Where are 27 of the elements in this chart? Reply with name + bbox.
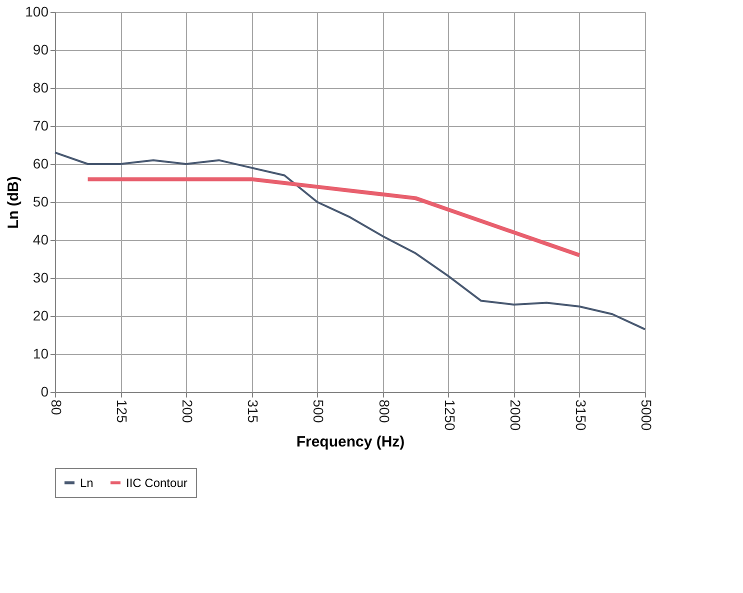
x-tick-label: 3150 — [572, 400, 589, 431]
x-tick-label: 5000 — [638, 400, 654, 431]
y-tick-label: 70 — [32, 118, 49, 134]
x-tick-label: 500 — [310, 400, 327, 424]
y-tick-label: 40 — [32, 232, 49, 248]
y-tick-label: 0 — [40, 384, 49, 400]
y-tick-label: 90 — [32, 42, 49, 58]
x-tick-label: 125 — [114, 400, 130, 424]
x-axis-title: Frequency (Hz) — [296, 434, 405, 451]
line-series — [54, 152, 646, 330]
x-tick-label: 1250 — [442, 400, 458, 431]
x-tick-label: 315 — [245, 400, 262, 424]
legend-label: Ln — [80, 476, 94, 490]
x-tick-label: 800 — [376, 400, 392, 424]
x-tick-label: 80 — [48, 400, 64, 416]
y-tick-label: 60 — [32, 156, 49, 172]
y-tick-label: 80 — [32, 80, 49, 96]
x-tick-label: 200 — [180, 400, 196, 424]
y-axis-title: Ln (dB) — [5, 176, 22, 229]
legend-label: IIC Contour — [126, 476, 188, 490]
y-tick-label: 10 — [32, 346, 49, 362]
y-tick-label: 50 — [32, 194, 49, 210]
y-tick-label: 30 — [32, 270, 49, 286]
x-tick-label: 2000 — [507, 400, 524, 431]
line-series — [86, 177, 582, 258]
y-tick-label: 100 — [25, 4, 49, 20]
y-tick-label: 20 — [32, 308, 49, 324]
